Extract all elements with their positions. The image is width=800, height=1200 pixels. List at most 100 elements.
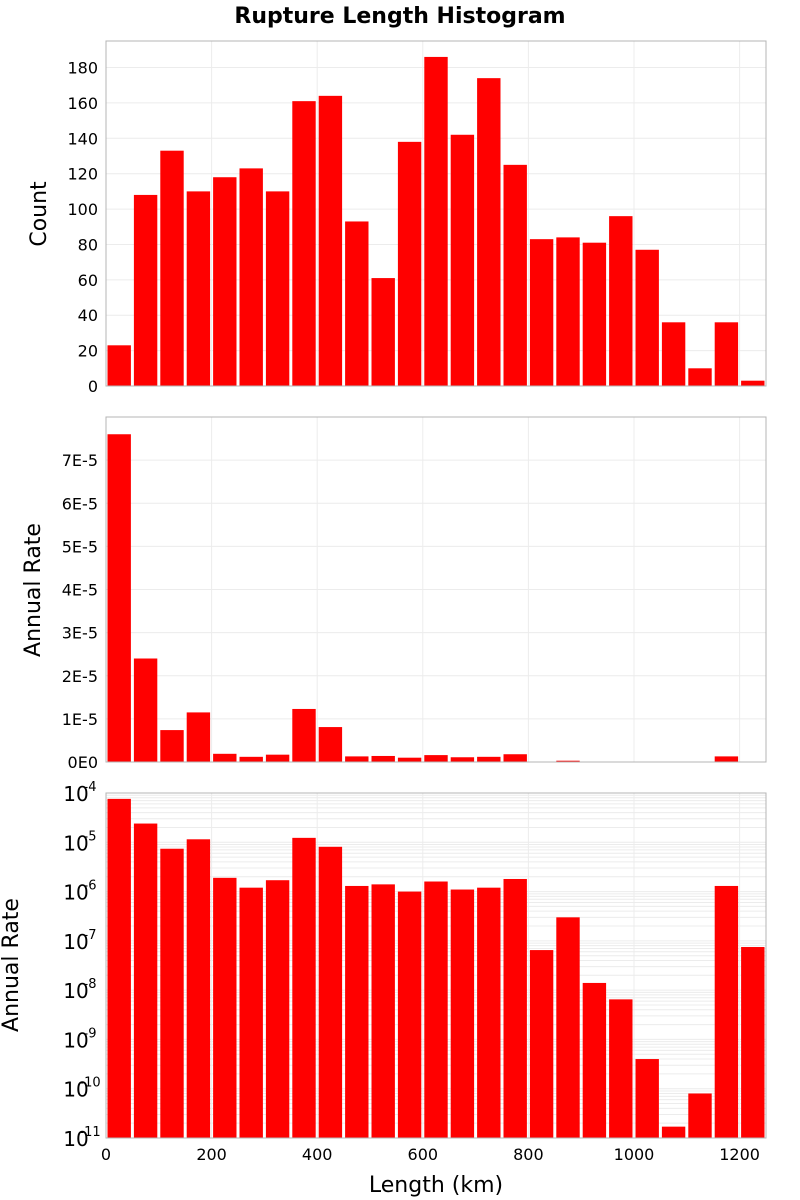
histogram-bar (345, 756, 369, 762)
histogram-bar (582, 982, 607, 1138)
histogram-bar (714, 756, 739, 762)
histogram-bar (107, 345, 131, 386)
histogram-bar (292, 837, 316, 1138)
y-tick-label: 40 (78, 306, 98, 325)
y-tick-label: 10-7 (63, 928, 96, 954)
y-tick-exponent: -8 (84, 977, 97, 992)
histogram-bar (635, 1059, 659, 1138)
histogram-bar (239, 887, 263, 1138)
x-tick-label: 1000 (614, 1145, 655, 1164)
y-tick-label: 10-10 (63, 1076, 100, 1102)
histogram-bar (133, 823, 158, 1138)
histogram-bar (424, 881, 448, 1138)
y-tick-label: 60 (78, 271, 98, 290)
histogram-bar (213, 877, 237, 1138)
y-tick-label: 10-6 (63, 879, 96, 905)
histogram-bar (318, 727, 343, 762)
plot-frame (105, 40, 767, 387)
histogram-bar (556, 237, 580, 386)
histogram-bar (318, 846, 343, 1138)
histogram-bar (450, 889, 475, 1138)
y-axis-label: Count (27, 181, 52, 247)
y-tick-exponent: -6 (84, 879, 97, 894)
y-tick-base: 10 (63, 831, 88, 855)
histogram-bar (265, 880, 290, 1138)
histogram-bar (529, 950, 554, 1138)
histogram-bar (688, 368, 712, 386)
histogram-bar (186, 191, 211, 386)
y-tick-label: 10-9 (63, 1026, 96, 1052)
histogram-bar (397, 891, 422, 1138)
y-tick-label: 0 (88, 377, 98, 396)
y-tick-label: 120 (67, 165, 98, 184)
y-tick-base: 10 (63, 1028, 88, 1052)
histogram-bar (582, 242, 607, 386)
x-tick-label: 0 (101, 1145, 111, 1164)
histogram-bar (345, 221, 369, 386)
histogram-bar (186, 839, 211, 1138)
histogram-bar (741, 947, 765, 1138)
histogram-bar (503, 878, 527, 1138)
y-tick-label: 4E-5 (62, 581, 98, 600)
histogram-bar (107, 798, 131, 1138)
histogram-bar (661, 322, 686, 386)
histogram-bar (371, 884, 395, 1138)
y-axis-label: Annual Rate (0, 898, 24, 1032)
annual-rate-linear-panel: 0E0 1E-5 2E-5 3E-5 4E-5 5E-5 6E-5 7E-5 Annual Ra… (21, 416, 767, 772)
y-axis-label: Annual Rate (21, 523, 46, 657)
y-tick-label: 7E-5 (62, 451, 98, 470)
y-tick-base: 10 (63, 979, 88, 1003)
histogram-bar (107, 434, 131, 762)
histogram-bar (477, 887, 501, 1138)
histogram-bar (160, 848, 184, 1138)
histogram-bar (450, 134, 475, 386)
histogram-bar (477, 756, 501, 762)
x-tick-label: 600 (408, 1145, 439, 1164)
plot-frame (105, 416, 767, 763)
x-axis-label: Length (km) (369, 1173, 503, 1198)
histogram-bar (239, 756, 263, 762)
y-tick-label: 6E-5 (62, 494, 98, 513)
y-tick-exponent: -10 (79, 1076, 100, 1091)
histogram-bar (213, 753, 237, 762)
histogram-bar (688, 1093, 712, 1138)
y-tick-label: 180 (67, 59, 98, 78)
y-tick-base: 10 (63, 1078, 88, 1102)
histogram-bar (556, 917, 580, 1138)
x-tick-label: 200 (196, 1145, 227, 1164)
y-tick-label: 100 (67, 200, 98, 219)
x-tick-label: 400 (302, 1145, 333, 1164)
histogram-bar (265, 191, 290, 386)
count-histogram-panel: 0 20 40 60 80 100 120 140 160 180 Count (27, 40, 767, 396)
histogram-bar (529, 239, 554, 386)
histogram-bar (292, 101, 316, 387)
histogram-bar (160, 150, 184, 386)
histogram-bar (265, 754, 290, 762)
y-tick-label: 0E0 (68, 753, 98, 772)
histogram-bar (556, 760, 580, 762)
annual-rate-log-panel: 10-1110-1010-910-810-710-610-510-4Annual… (0, 780, 767, 1198)
y-tick-label: 10-5 (63, 829, 96, 855)
histogram-bar (714, 885, 739, 1138)
y-tick-exponent: -7 (84, 928, 97, 943)
histogram-bar (503, 754, 527, 762)
histogram-bar (371, 278, 395, 386)
y-tick-label: 80 (78, 235, 98, 254)
histogram-bar (741, 380, 765, 386)
histogram-bar (714, 322, 739, 386)
histogram-bar (345, 885, 369, 1138)
y-tick-exponent: -9 (84, 1026, 97, 1041)
y-tick-label: 20 (78, 342, 98, 361)
y-tick-base: 10 (63, 1127, 88, 1151)
histogram-bar (609, 999, 633, 1138)
histogram-bar (133, 658, 158, 762)
histogram-bar (213, 177, 237, 386)
chart-title: Rupture Length Histogram (234, 4, 565, 29)
y-tick-label: 10-11 (63, 1125, 100, 1151)
y-tick-exponent: -4 (84, 780, 97, 795)
y-tick-label: 10-8 (63, 977, 96, 1003)
y-tick-exponent: -5 (84, 829, 97, 844)
y-tick-exponent: -11 (79, 1125, 100, 1140)
x-tick-label: 800 (513, 1145, 544, 1164)
